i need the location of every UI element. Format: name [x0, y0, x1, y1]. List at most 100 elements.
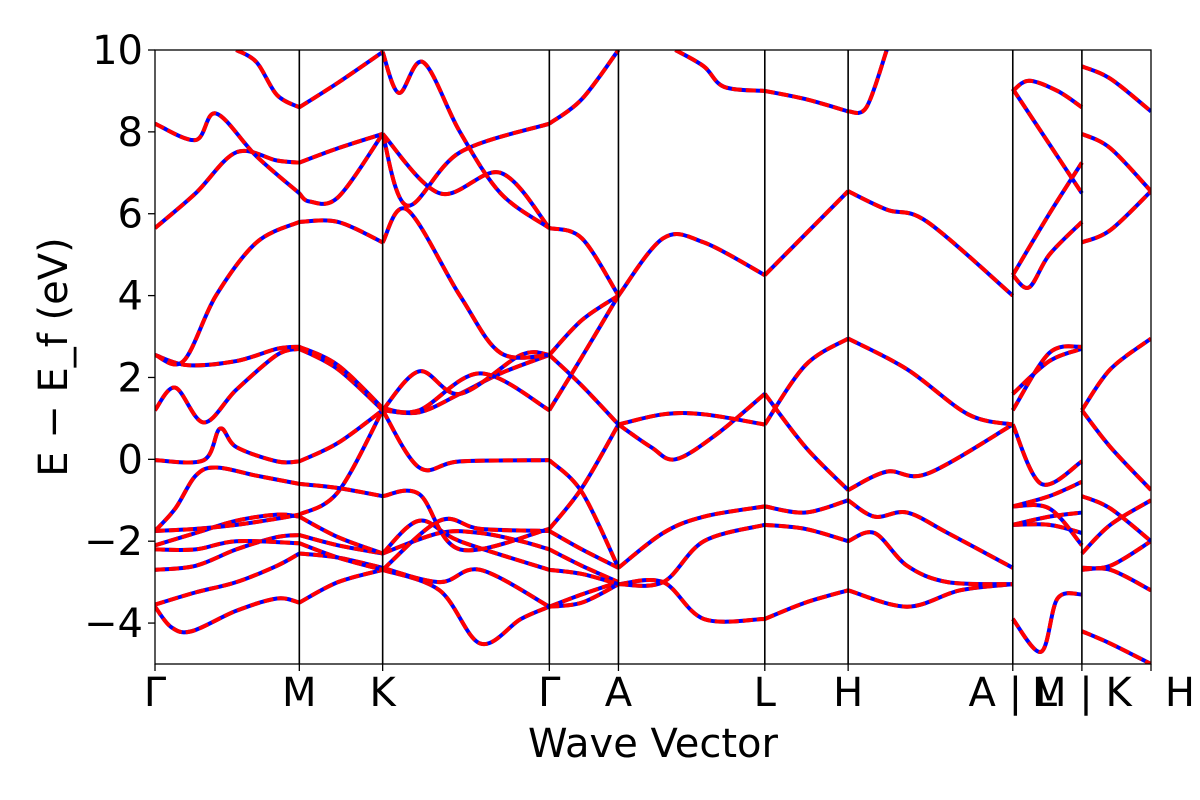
band-spin-down-K-H-8 [1080, 132, 1151, 193]
band-spin-down-K-Γ-2 [381, 529, 550, 556]
band-spin-down-H-A-4 [847, 336, 1014, 427]
band-spin-down-H-A-3 [847, 422, 1014, 492]
band-spin-down-H-A-5 [847, 189, 1015, 298]
band-spin-down-Γ-M-4 [155, 512, 300, 548]
band-spin-down-A-L-4 [617, 411, 766, 427]
band-spin-down-L-M-6 [1011, 346, 1083, 396]
band-spin-down-L-H-1 [764, 522, 849, 544]
band-spin-down-L-H-5 [763, 189, 850, 277]
band-spin-down-Γ-A-4 [549, 567, 619, 587]
band-spin-down-K-Γ-11 [380, 121, 550, 208]
band-spin-down-K-H-9 [1081, 64, 1151, 113]
band-spin-down-A-L-0 [618, 577, 765, 624]
band-spin-down-A-L-3 [617, 392, 767, 462]
band-spin-down-M-K-10 [299, 218, 384, 245]
x-axis-label: Wave Vector [528, 721, 779, 767]
band-spin-down-L-H-6 [764, 88, 849, 114]
band-spin-down-K-Γ-12 [381, 132, 551, 230]
x-tick-label: Γ [144, 670, 167, 716]
band-spin-down-M-K-5 [298, 409, 385, 517]
band-spin-down-M-K-3 [298, 541, 384, 572]
band-spin-down-A-L-1 [618, 522, 766, 588]
band-spin-down-K-Γ-1 [382, 565, 551, 609]
x-tick-label: L [754, 670, 777, 716]
band-spin-down-Γ-M-13 [235, 50, 301, 110]
band-spin-down-K-Γ-13 [380, 51, 551, 230]
y-axis-label: E − E_f (eV) [31, 237, 77, 476]
band-spin-down-Γ-M-12 [155, 111, 301, 195]
x-tick-label: Γ [538, 670, 561, 716]
band-spin-down-Γ-A-1 [549, 582, 620, 609]
band-spin-down-Γ-M-0 [155, 596, 300, 635]
band-spin-down-Γ-M-7 [155, 426, 300, 465]
band-spin-down-H-A-6 [847, 50, 889, 115]
x-tick-label: H [1165, 670, 1195, 716]
band-spin-down-K-H-3 [1080, 498, 1151, 555]
band-spin-down-Γ-M-1 [155, 551, 301, 607]
band-spin-down-M-K-7 [298, 408, 384, 464]
band-spin-down-K-H-6 [1080, 336, 1151, 412]
band-spin-down-A-L-6 [674, 50, 765, 93]
band-spin-down-M-K-11 [297, 132, 385, 206]
x-tick-label: K [370, 670, 398, 716]
band-spin-down-K-H-2 [1081, 539, 1151, 571]
band-spin-down-M-K-6 [299, 481, 384, 499]
band-spin-down-K-H-5 [1080, 408, 1151, 492]
band-spin-down-Γ-M-11 [155, 149, 300, 230]
band-spin-down-H-A-0 [847, 582, 1014, 609]
y-tick-label: −2 [84, 519, 143, 565]
band-spin-down-Γ-M-10 [155, 220, 301, 367]
band-spin-down-Γ-M-5 [155, 512, 300, 533]
band-spin-down-Γ-A-3 [548, 529, 620, 570]
band-spin-down-L-M-4 [1012, 480, 1083, 509]
y-tick-label: 0 [118, 437, 143, 483]
band-spin-up-Γ-A-6 [547, 423, 621, 531]
band-spin-down-Γ-A-9 [547, 293, 620, 357]
band-spin-down-K-Γ-5 [380, 409, 550, 473]
band-spin-down-L-H-4 [763, 336, 850, 426]
y-tick-label: 4 [118, 274, 143, 320]
band-spin-down-L-M-7 [1011, 344, 1083, 412]
band-spin-down-Γ-A-2 [548, 547, 620, 584]
band-spin-down-H-A-2 [846, 498, 1014, 570]
plot-frame [154, 49, 1152, 665]
band-spin-down-L-M-9 [1011, 161, 1084, 277]
band-spin-down-K-H-7 [1081, 189, 1151, 245]
band-spin-down-K-H-0 [1081, 629, 1151, 664]
band-spin-down-M-K-13 [298, 50, 384, 109]
band-spin-up-Γ-M-6 [155, 465, 300, 533]
y-tick-label: 2 [118, 355, 143, 401]
x-tick-label: M | K [1032, 670, 1133, 716]
x-tick-label: H [833, 670, 863, 716]
bands-layer [155, 50, 1151, 664]
band-spin-down-M-K-12 [298, 132, 384, 165]
band-spin-down-L-H-2 [764, 498, 849, 515]
band-spin-down-K-Γ-8 [381, 350, 550, 412]
band-spin-down-K-Γ-7 [382, 353, 551, 416]
band-spin-down-A-L-2 [617, 504, 766, 570]
band-spin-down-M-K-4 [298, 514, 384, 556]
band-spin-down-L-H-3 [763, 392, 850, 492]
band-spin-down-L-M-0 [1011, 591, 1083, 654]
band-spin-down-K-Γ-0 [381, 567, 551, 647]
plot-background [155, 50, 1151, 664]
y-tick-label: 10 [92, 28, 143, 74]
band-spin-down-K-H-4 [1081, 494, 1151, 543]
band-spin-down-A-L-5 [616, 232, 766, 297]
band-spin-down-M-K-0 [298, 567, 384, 605]
band-spin-down-Γ-M-3 [155, 538, 300, 552]
y-tick-label: 6 [118, 192, 143, 238]
band-spin-down-Γ-A-5 [547, 458, 621, 569]
band-spin-down-H-A-1 [847, 530, 1013, 587]
band-spin-down-M-K-9 [298, 344, 385, 410]
y-tick-label: 8 [118, 110, 143, 156]
band-spin-down-L-H-0 [764, 588, 849, 621]
band-spin-down-Γ-M-8 [155, 346, 300, 425]
band-spin-down-L-M-11 [1011, 87, 1084, 195]
band-spin-down-Γ-A-11 [548, 50, 621, 126]
kpoint-dividers [298, 50, 1083, 664]
band-spin-down-L-M-5 [1010, 423, 1084, 487]
x-tick-label: M [282, 670, 317, 716]
band-spin-down-Γ-M-2 [155, 533, 300, 572]
